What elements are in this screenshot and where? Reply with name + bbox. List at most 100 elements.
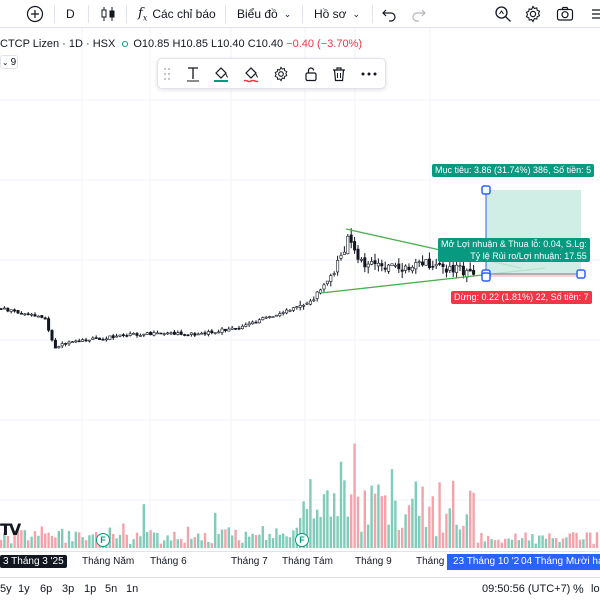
- range-button-1y[interactable]: 1y: [18, 583, 30, 595]
- indicators-button[interactable]: fx Các chỉ báo: [138, 3, 216, 25]
- fill-color-button[interactable]: [210, 64, 232, 84]
- bottom-toolbar: 5y 1y 6p 3p 1p 5n 1n 09:50:56 (UTC+7) % …: [0, 577, 600, 600]
- delete-button[interactable]: [328, 64, 350, 84]
- chart-layout-button[interactable]: Biểu đồ ⌄: [237, 3, 291, 25]
- candle-body: [441, 263, 445, 268]
- time-axis[interactable]: 3 Tháng 3 '25 Tháng Năm Tháng 6 Tháng 7 …: [0, 551, 600, 572]
- candle-body: [210, 330, 214, 334]
- more-options-button[interactable]: [358, 64, 380, 84]
- candle-body: [162, 333, 166, 335]
- volume-bar: [568, 533, 571, 548]
- indicator-count: 9: [10, 56, 17, 68]
- settings-button[interactable]: [524, 3, 542, 25]
- volume-bar: [20, 530, 23, 548]
- volume-bar: [555, 538, 558, 548]
- candle-body: [19, 312, 23, 315]
- symbol-legend[interactable]: CTCP Lizen · 1D · HSX O10.85 H10.85 L10.…: [0, 36, 362, 52]
- candle-body: [135, 333, 139, 336]
- time-axis-tick: Tháng 6: [150, 556, 187, 567]
- volume-bar: [146, 532, 149, 548]
- earnings-marker[interactable]: F: [96, 533, 110, 547]
- range-button-1m[interactable]: 1p: [84, 583, 97, 595]
- log-scale-toggle[interactable]: lo: [591, 583, 600, 595]
- drag-handle[interactable]: [162, 64, 172, 84]
- time-axis-tick: Tháng Năm: [82, 556, 135, 567]
- redo-button[interactable]: [411, 3, 427, 25]
- ellipsis-icon: [361, 72, 377, 76]
- collapse-indicators-button[interactable]: ⌄ 9: [0, 55, 18, 69]
- candle-body: [43, 317, 47, 320]
- undo-button[interactable]: [381, 3, 397, 25]
- add-symbol-button[interactable]: [26, 3, 44, 25]
- position-handle: [481, 272, 491, 282]
- symbol-title[interactable]: CTCP Lizen · 1D · HSX: [0, 38, 116, 50]
- earnings-marker-label: F: [299, 535, 305, 545]
- range-button-3m[interactable]: 3p: [62, 583, 75, 595]
- candle-body: [448, 266, 452, 271]
- volume-bar: [27, 540, 30, 548]
- volume-bar: [524, 532, 527, 548]
- pnl-line: Mở Lợi nhuận & Thua lỗ: 0.04, S.Lg:: [441, 239, 587, 249]
- volume-bar: [115, 538, 118, 548]
- paint-bucket-icon: [214, 67, 228, 82]
- candle-body: [217, 331, 221, 334]
- candle-body: [461, 265, 465, 276]
- volume-bar: [401, 527, 404, 548]
- volume-bar: [452, 480, 455, 548]
- profile-button[interactable]: Hồ sơ ⌄: [314, 3, 360, 25]
- volume-bar: [118, 534, 122, 548]
- candle-body: [281, 312, 285, 314]
- volume-bar: [88, 535, 91, 548]
- candle-body: [349, 234, 353, 243]
- lock-button[interactable]: [300, 64, 322, 84]
- volume-bar: [585, 532, 588, 548]
- stop-color-button[interactable]: [240, 64, 262, 84]
- volume-bar: [217, 533, 220, 548]
- clock-timezone[interactable]: 09:50:56 (UTC+7): [482, 583, 571, 595]
- profile-label: Hồ sơ: [314, 7, 347, 21]
- volume-bar: [258, 534, 261, 548]
- candle-body: [240, 325, 244, 330]
- earnings-marker[interactable]: F: [295, 533, 309, 547]
- chart-style-button[interactable]: [100, 3, 116, 25]
- candle-body: [159, 332, 163, 335]
- candle-body: [9, 309, 13, 312]
- range-button-5y[interactable]: 5y: [0, 583, 12, 595]
- volume-bar: [159, 543, 162, 548]
- volume-bar: [81, 537, 84, 548]
- candle-body: [149, 331, 153, 336]
- more-button[interactable]: [588, 3, 600, 25]
- volume-bar: [302, 501, 305, 548]
- volume-bar: [350, 494, 353, 548]
- snapshot-button[interactable]: [556, 3, 574, 25]
- candle-body: [254, 321, 258, 324]
- range-button-5d[interactable]: 5n: [105, 583, 118, 595]
- candle-body: [30, 313, 34, 316]
- volume-bar: [356, 496, 360, 548]
- volume-bar: [319, 516, 322, 548]
- percent-scale-toggle[interactable]: %: [573, 582, 584, 596]
- volume-bar: [30, 536, 33, 548]
- settings-button[interactable]: [270, 64, 292, 84]
- camera-icon: [556, 6, 574, 21]
- quick-search-button[interactable]: [494, 3, 512, 25]
- volume-bar: [112, 533, 115, 548]
- interval-button[interactable]: D: [66, 3, 75, 25]
- candle-body: [60, 343, 64, 347]
- candle-body: [91, 337, 95, 340]
- range-start-label: 23 Tháng 10 '2: [453, 556, 520, 567]
- volume-bar: [64, 542, 67, 548]
- volume-bar: [497, 539, 500, 548]
- volume-bar: [3, 532, 6, 548]
- text-button[interactable]: [182, 64, 204, 84]
- candle-body: [312, 299, 316, 302]
- candle-body: [155, 332, 159, 335]
- candle-body: [16, 310, 20, 314]
- candle-body: [47, 318, 51, 331]
- candle-body: [70, 341, 74, 343]
- range-button-6m[interactable]: 6p: [40, 583, 53, 595]
- range-button-1d[interactable]: 1n: [126, 583, 139, 595]
- volume-bar: [487, 535, 490, 548]
- volume-bar: [575, 532, 578, 548]
- candle-body: [417, 261, 421, 263]
